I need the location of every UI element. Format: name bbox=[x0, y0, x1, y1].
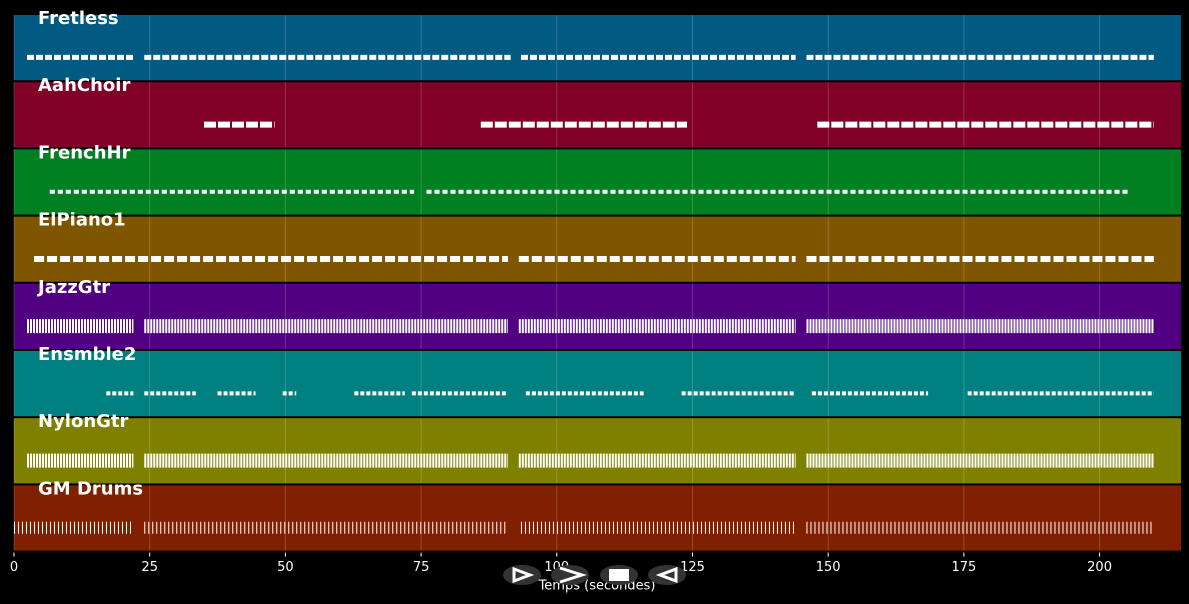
x-tick-label: 0 bbox=[10, 560, 18, 575]
lane bbox=[14, 149, 1181, 215]
controls bbox=[503, 565, 686, 585]
x-axis: 0 25 50 75 100 125 150 175 200 bbox=[10, 552, 1112, 575]
x-tick-label: 25 bbox=[141, 560, 158, 575]
track-name: AahChoir bbox=[38, 75, 130, 96]
lane bbox=[14, 216, 1181, 282]
track-name: JazzGtr bbox=[36, 277, 110, 298]
play-button[interactable] bbox=[503, 565, 541, 585]
stop-button[interactable] bbox=[600, 565, 638, 585]
track-name: GM Drums bbox=[38, 478, 143, 499]
track-name: Fretless bbox=[38, 8, 119, 29]
lanes: Fretless AahChoir FrenchHr ElPiano1 JazzGtr E… bbox=[13, 8, 1181, 551]
track-name: FrenchHr bbox=[38, 142, 131, 163]
track-name: NylonGtr bbox=[38, 411, 129, 432]
lane bbox=[14, 418, 1181, 484]
x-tick-label: 150 bbox=[816, 560, 841, 575]
x-tick-label: 175 bbox=[951, 560, 976, 575]
x-tick-label: 200 bbox=[1087, 560, 1112, 575]
track-name: ElPiano1 bbox=[38, 210, 126, 231]
lane bbox=[14, 82, 1181, 148]
x-tick-label: 75 bbox=[413, 560, 430, 575]
track-name: Ensmble2 bbox=[38, 344, 136, 365]
lane bbox=[14, 283, 1181, 349]
rewind-button[interactable] bbox=[648, 565, 686, 585]
x-tick-label: 125 bbox=[680, 560, 705, 575]
forward-button[interactable] bbox=[551, 565, 589, 585]
lane bbox=[14, 15, 1181, 81]
x-tick-label: 50 bbox=[277, 560, 294, 575]
lane bbox=[14, 485, 1181, 551]
lane bbox=[14, 351, 1181, 417]
